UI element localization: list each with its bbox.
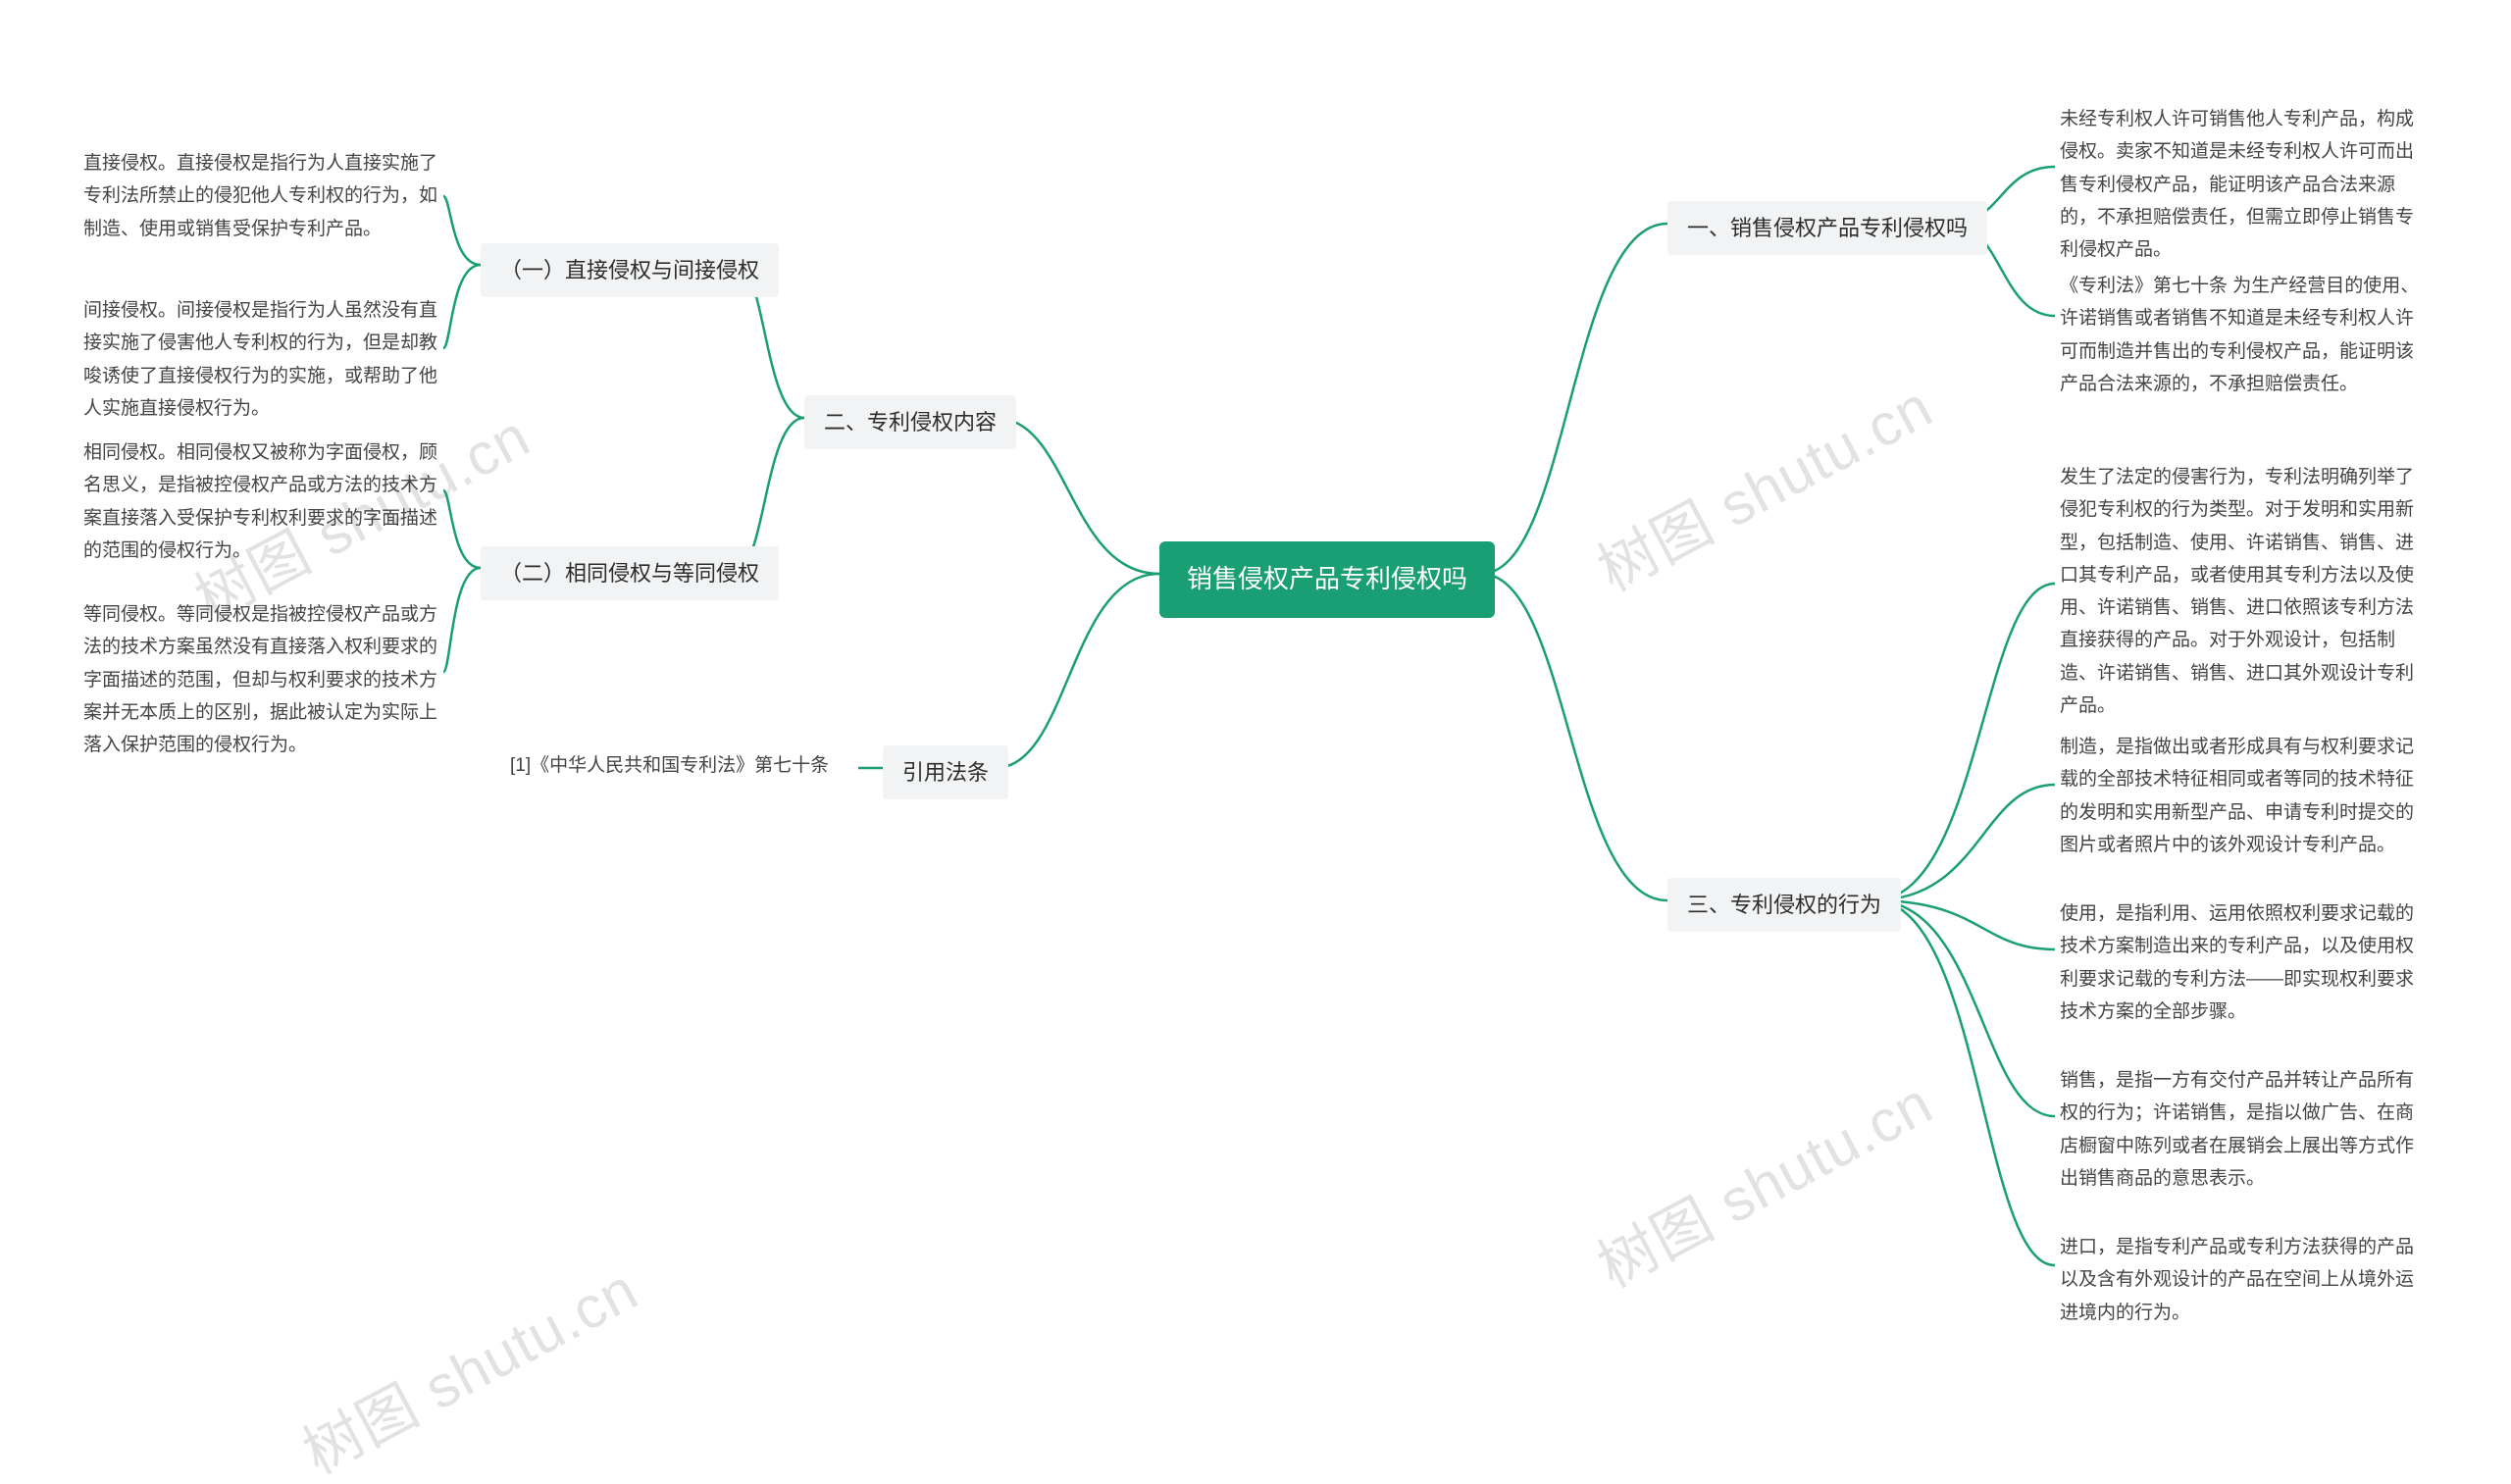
leaf-r3-2: 使用，是指利用、运用依照权利要求记载的技术方案制造出来的专利产品，以及使用权利要… <box>2060 897 2423 1028</box>
leaf-l2a-0: 直接侵权。直接侵权是指行为人直接实施了专利法所禁止的侵犯他人专利权的行为，如制造… <box>83 147 446 245</box>
sub-left-2b: （二）相同侵权与等同侵权 <box>481 546 779 600</box>
leaf-r3-1: 制造，是指做出或者形成具有与权利要求记载的全部技术特征相同或者等同的技术特征的发… <box>2060 731 2423 861</box>
leaf-lref-0: [1]《中华人民共和国专利法》第七十条 <box>510 749 829 782</box>
sub-left-2a: （一）直接侵权与间接侵权 <box>481 243 779 297</box>
watermark: 树图 shutu.cn <box>1580 360 1945 608</box>
branch-right-1: 一、销售侵权产品专利侵权吗 <box>1667 201 1987 255</box>
leaf-l2b-0: 相同侵权。相同侵权又被称为字面侵权，顾名思义，是指被控侵权产品或方法的技术方案直… <box>83 436 446 567</box>
watermark: 树图 shutu.cn <box>1580 1056 1945 1305</box>
watermark: 树图 shutu.cn <box>285 1243 650 1484</box>
leaf-r1-0: 未经专利权人许可销售他人专利产品，构成侵权。卖家不知道是未经专利权人许可而出售专… <box>2060 103 2423 266</box>
leaf-r3-4: 进口，是指专利产品或专利方法获得的产品以及含有外观设计的产品在空间上从境外运进境… <box>2060 1231 2423 1329</box>
branch-left-2: 二、专利侵权内容 <box>804 395 1016 449</box>
leaf-r3-0: 发生了法定的侵害行为，专利法明确列举了侵犯专利权的行为类型。对于发明和实用新型，… <box>2060 461 2423 722</box>
leaf-l2b-1: 等同侵权。等同侵权是指被控侵权产品或方法的技术方案虽然没有直接落入权利要求的字面… <box>83 598 446 761</box>
root-node: 销售侵权产品专利侵权吗 <box>1159 541 1495 618</box>
branch-right-3: 三、专利侵权的行为 <box>1667 878 1901 932</box>
leaf-r1-1: 《专利法》第七十条 为生产经营目的使用、许诺销售或者销售不知道是未经专利权人许可… <box>2060 270 2423 400</box>
branch-left-ref: 引用法条 <box>883 745 1008 799</box>
leaf-r3-3: 销售，是指一方有交付产品并转让产品所有权的行为；许诺销售，是指以做广告、在商店橱… <box>2060 1064 2423 1195</box>
leaf-l2a-1: 间接侵权。间接侵权是指行为人虽然没有直接实施了侵害他人专利权的行为，但是却教唆诱… <box>83 294 446 425</box>
